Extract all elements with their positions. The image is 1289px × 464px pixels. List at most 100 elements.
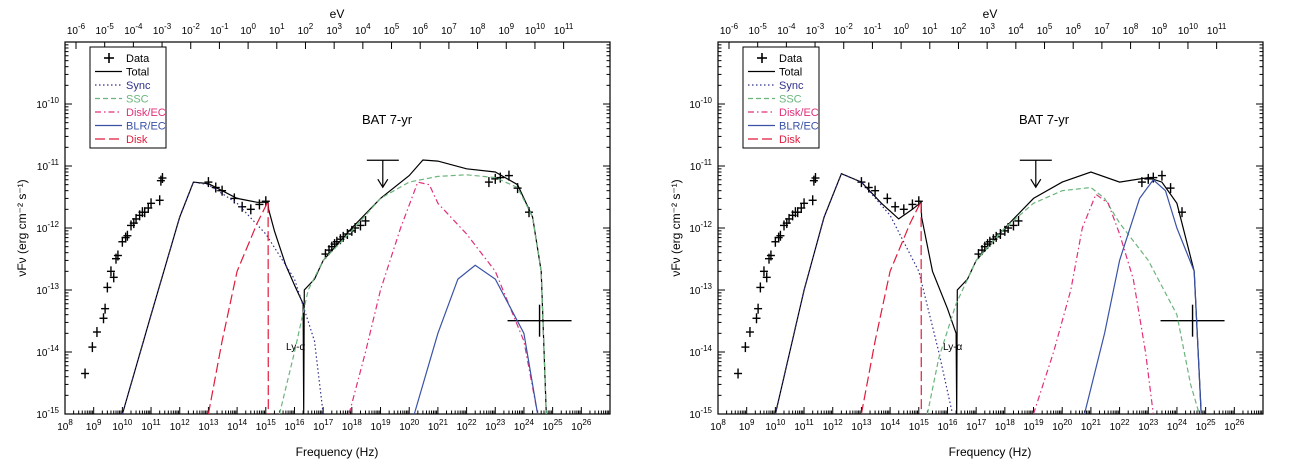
data-point [1014,215,1023,226]
top-tick-label: 10-3 [806,22,825,37]
top-tick-label: 103 [979,22,995,37]
x-tick-label: 1011 [794,418,814,433]
data-point [343,229,352,240]
data-point [756,282,765,293]
x-tick-label: 1026 [571,418,592,433]
data-points [81,170,572,379]
x-axis-label: Frequency (Hz) [296,445,379,459]
legend-entry: Data [104,53,150,65]
data-point [246,204,255,215]
data-point [99,313,108,324]
data-point [1009,220,1018,231]
data-point [147,198,156,209]
top-tick-label: 10-5 [96,22,115,37]
bat-annotation: BAT 7-yr [1019,112,1070,127]
data-point [762,272,771,283]
series-disk-ec-line [348,181,539,414]
data-point [766,250,775,261]
legend-label: SSC [126,94,149,106]
top-tick-label: 106 [412,22,428,37]
top-tick-label: 109 [1151,22,1167,37]
top-tick-label: 100 [240,22,256,37]
y-tick-label: 10-13 [36,282,59,297]
legend-entry: SSC [748,94,802,106]
data-point [734,368,743,379]
series-total-line [121,159,547,414]
data-point [1166,183,1175,194]
y-tick-label: 10-15 [36,406,59,421]
x-tick-label: 1018 [995,418,1016,433]
y-tick-label: 10-10 [36,96,59,111]
top-tick-label: 108 [1123,22,1139,37]
x-tick-label: 1025 [543,418,564,433]
top-tick-label: 1010 [525,22,546,37]
y-tick-label: 10-14 [36,344,59,359]
top-tick-label: 106 [1065,22,1081,37]
data-point [996,229,1005,240]
data-point [356,220,365,231]
data-point [158,173,167,184]
legend-entry: BLR/EC [748,121,819,133]
x-tick-label: 1014 [880,418,901,433]
top-tick-label: 102 [951,22,967,37]
legend-entry: Disk/EC [748,107,819,119]
x-tick-label: 1024 [514,418,535,433]
x-tick-label: 1017 [313,418,334,433]
top-tick-label: 10-6 [67,22,86,37]
data-point [808,195,817,206]
series-sync-line [774,172,954,414]
y-axis-label: νFν (erg cm⁻² s⁻¹) [669,179,683,276]
x-tick-label: 1019 [1024,418,1045,433]
legend-entry: BLR/EC [95,121,166,133]
data-point [81,368,90,379]
top-tick-label: 108 [470,22,486,37]
data-point [754,303,763,314]
x-tick-label: 1024 [1167,418,1188,433]
y-tick-label: 10-11 [690,158,713,173]
data-point [741,342,750,353]
data-points [734,170,1225,379]
legend-entry: SSC [95,94,149,106]
legend-entry: Sync [748,80,804,92]
x-tick-label: 1025 [1196,418,1217,433]
legend-box [742,46,820,149]
top-tick-label: 10-1 [863,22,882,37]
legend-entry: Sync [95,80,151,92]
x-tick-label: 1012 [170,418,191,433]
bat-upper-limit-arrow [1019,159,1052,189]
x-tick-label: 1021 [1081,418,1102,433]
data-point [204,177,213,188]
data-point [1160,304,1225,337]
legend-label: Data [126,53,150,65]
x-tick-label: 1019 [371,418,392,433]
data-point [255,199,264,210]
legend-entry: Data [757,53,803,65]
bat-annotation: BAT 7-yr [362,112,413,127]
data-point [1149,172,1158,183]
data-point [484,177,493,188]
top-tick-label: 10-3 [153,22,172,37]
top-tick-label: 104 [355,22,371,37]
series-sync-line [121,181,324,414]
top-tick-label: 10-6 [720,22,739,37]
series-blr-ec-line [1083,178,1202,414]
x-tick-label: 1014 [227,418,248,433]
data-point [507,304,572,337]
x-tick-label: 1010 [112,418,133,433]
x-tick-label: 1020 [1052,418,1073,433]
top-tick-label: 104 [1008,22,1024,37]
data-point [871,185,880,196]
top-tick-label: 105 [1037,22,1053,37]
legend-label: BLR/EC [779,121,819,133]
top-tick-label: 105 [384,22,400,37]
data-point [92,327,101,338]
x-tick-label: 1022 [457,418,478,433]
lya-annotation: Ly-α [943,342,963,353]
x-tick-label: 1011 [141,418,161,433]
top-tick-label: 10-2 [182,22,201,37]
data-point [140,207,149,218]
data-point [113,250,122,261]
legend-label: Sync [126,80,151,92]
y-axis-label: νFν (erg cm⁻² s⁻¹) [15,179,29,276]
